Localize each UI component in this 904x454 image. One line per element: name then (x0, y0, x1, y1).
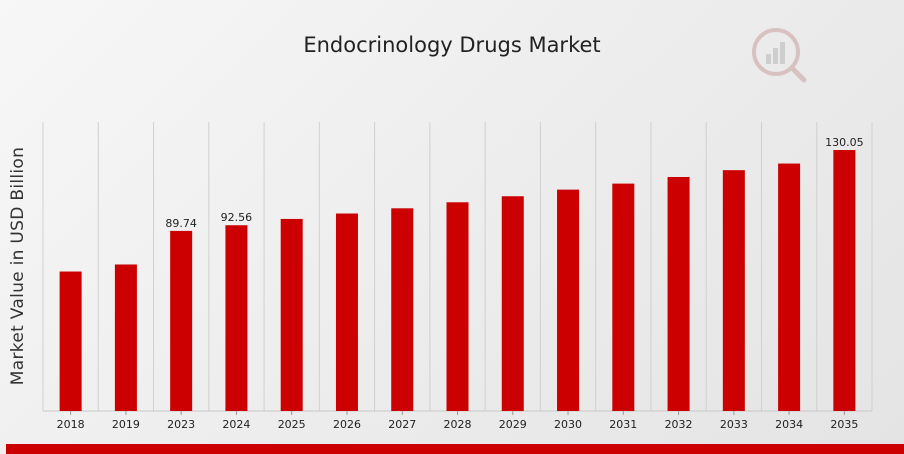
brand-logo-icon (752, 28, 807, 83)
x-tick-label-2024: 2024 (222, 418, 250, 431)
bar-2029 (501, 196, 524, 411)
x-tick-label-2023: 2023 (167, 418, 195, 431)
footer-accent-bar (6, 444, 904, 454)
x-tick-label-2025: 2025 (278, 418, 306, 431)
bar-2019 (114, 264, 137, 411)
x-tick-label-2035: 2035 (830, 418, 858, 431)
x-tick-label-2032: 2032 (665, 418, 693, 431)
data-label-2035: 130.05 (825, 136, 864, 149)
chart-title-wrapper: Endocrinology Drugs Market (0, 33, 904, 57)
x-tick-label-2034: 2034 (775, 418, 803, 431)
bar-2032 (667, 176, 690, 411)
bar-2035 (833, 150, 856, 411)
data-label-2024: 92.56 (221, 211, 253, 224)
bar-2025 (280, 218, 303, 411)
x-tick-label-2019: 2019 (112, 418, 140, 431)
x-tick-label-2029: 2029 (499, 418, 527, 431)
x-tick-label-2033: 2033 (720, 418, 748, 431)
bar-2018 (59, 271, 82, 411)
x-tick-label-2030: 2030 (554, 418, 582, 431)
x-tick-label-2027: 2027 (388, 418, 416, 431)
bar-2033 (722, 170, 745, 411)
bar-2028 (446, 202, 469, 411)
bar-2024 (225, 225, 248, 411)
bar-2026 (335, 213, 358, 411)
bar-2023 (170, 230, 193, 411)
x-tick-label-2018: 2018 (57, 418, 85, 431)
x-tick-label-2028: 2028 (444, 418, 472, 431)
chart-title: Endocrinology Drugs Market (303, 33, 601, 57)
bar-2031 (612, 183, 635, 411)
bar-2030 (557, 189, 580, 411)
data-label-2023: 89.74 (165, 217, 197, 230)
bar-2034 (778, 163, 801, 411)
x-tick-label-2026: 2026 (333, 418, 361, 431)
bar-2027 (391, 208, 414, 411)
x-tick-label-2031: 2031 (609, 418, 637, 431)
